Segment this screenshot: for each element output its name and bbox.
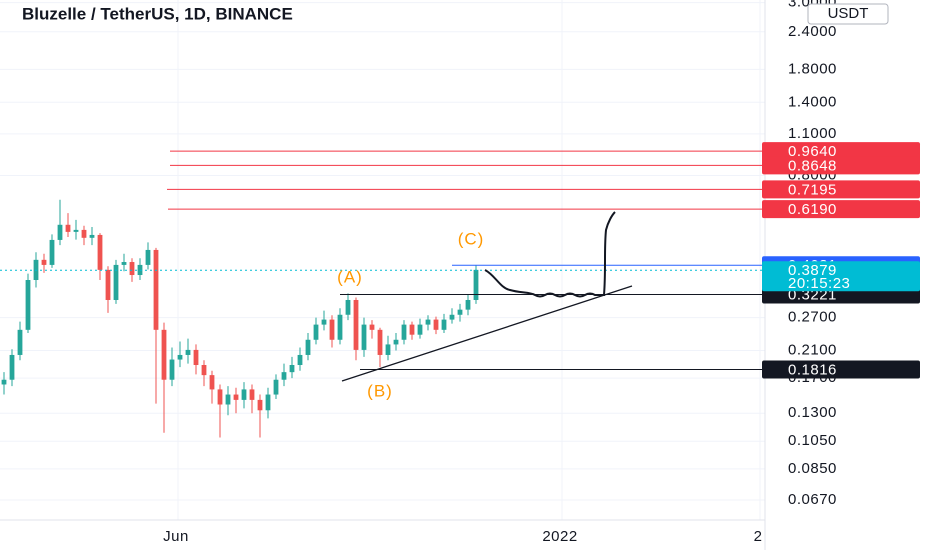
- candle-body: [153, 249, 159, 330]
- y-tick-label: 0.1050: [788, 432, 837, 449]
- candle-body: [121, 262, 127, 265]
- candle-body: [329, 319, 335, 340]
- y-tick-label: 1.8000: [788, 60, 837, 77]
- currency-button[interactable]: [807, 3, 889, 25]
- candle-body: [473, 269, 479, 300]
- price-tag-label: 0.8648: [788, 157, 837, 174]
- wave-label: (C): [458, 229, 485, 248]
- wave-label: (B): [367, 381, 393, 400]
- candle-body: [281, 372, 287, 380]
- candle-body: [273, 379, 279, 395]
- price-tag: [762, 180, 920, 199]
- candle-body: [361, 324, 367, 350]
- candle-body: [9, 354, 15, 380]
- candle-body: [377, 329, 383, 355]
- candle-body: [1, 379, 7, 385]
- y-tick-label: 2.4000: [788, 23, 837, 40]
- candle-body: [209, 375, 215, 390]
- candle-body: [161, 329, 167, 380]
- candle-body: [265, 394, 271, 411]
- candle-body: [41, 259, 47, 265]
- candle-body: [425, 319, 431, 325]
- candle-body: [65, 224, 71, 232]
- price-tag: [762, 200, 920, 219]
- y-tick-label: 1.1000: [788, 125, 837, 142]
- candle-body: [105, 269, 111, 300]
- candle-body: [193, 349, 199, 366]
- candle-body: [313, 324, 319, 340]
- candle-body: [89, 234, 95, 238]
- last-price-tag: [762, 261, 920, 292]
- candle-body: [113, 264, 119, 300]
- candle-body: [289, 365, 295, 373]
- candle-body: [169, 359, 175, 380]
- candle-body: [409, 324, 415, 335]
- candle-body: [57, 224, 63, 240]
- candle-body: [417, 324, 423, 335]
- candle-body: [457, 309, 463, 315]
- candle-body: [145, 249, 151, 265]
- price-tag-label: 0.7195: [788, 181, 837, 198]
- candle-body: [449, 314, 455, 320]
- candle-body: [401, 324, 407, 340]
- y-tick-label: 0.0850: [788, 460, 837, 477]
- y-tick-label: 0.2100: [788, 341, 837, 358]
- y-tick-label: 0.0670: [788, 491, 837, 508]
- candle-body: [297, 354, 303, 366]
- last-price-label: 0.3879: [788, 262, 837, 279]
- grid: [0, 0, 765, 520]
- candle-body: [241, 389, 247, 400]
- wave-label: (A): [337, 267, 363, 286]
- candle-body: [249, 389, 255, 400]
- y-tick-label: 0.1300: [788, 404, 837, 421]
- price-tag: [762, 156, 920, 175]
- trend-line: [341, 285, 633, 382]
- candle-body: [185, 349, 191, 355]
- candle-body: [353, 299, 359, 350]
- candle-body: [129, 262, 135, 276]
- candle-body: [441, 319, 447, 330]
- price-tag-label: 0.9640: [788, 143, 837, 160]
- candle-body: [433, 319, 439, 330]
- candles: [1, 199, 479, 438]
- chart-title: Bluzelle / TetherUS, 1D, BINANCE: [22, 4, 293, 23]
- candle-body: [257, 399, 263, 411]
- candle-body: [97, 234, 103, 270]
- price-tag: [762, 360, 920, 379]
- candle-body: [345, 299, 351, 315]
- candle-body: [17, 329, 23, 355]
- countdown: 20:15:23: [788, 275, 850, 292]
- price-tag-label: 0.6190: [788, 201, 837, 218]
- candle-body: [49, 239, 55, 265]
- projection-sketch: [484, 211, 616, 298]
- candle-body: [393, 339, 399, 345]
- x-tick-label: Jun: [163, 528, 189, 545]
- time-axis-panel: [0, 520, 765, 550]
- candle-body: [385, 344, 391, 355]
- x-tick-label: 2022: [542, 528, 577, 545]
- price-tag-label: 0.1816: [788, 362, 837, 379]
- candle-body: [73, 229, 79, 232]
- x-tick-label: 2: [754, 528, 763, 545]
- candle-body: [233, 394, 239, 400]
- candle-body: [305, 339, 311, 355]
- price-axis: 3.00002.40001.80001.40001.10000.80000.27…: [788, 0, 837, 508]
- candle-body: [201, 365, 207, 376]
- candle-body: [369, 324, 375, 330]
- y-tick-label: 0.2700: [788, 309, 837, 326]
- y-tick-label: 1.4000: [788, 93, 837, 110]
- candle-body: [25, 280, 31, 330]
- candle-body: [217, 389, 223, 405]
- candle-body: [337, 314, 343, 340]
- currency-label[interactable]: USDT: [828, 5, 869, 22]
- candle-body: [465, 299, 471, 310]
- price-tag: [762, 142, 920, 161]
- candle-body: [177, 354, 183, 360]
- price-tags: 0.96400.86480.71950.61900.40310.32210.18…: [762, 142, 920, 379]
- candle-body: [225, 394, 231, 405]
- candle-body: [81, 229, 87, 238]
- candle-body: [321, 319, 327, 325]
